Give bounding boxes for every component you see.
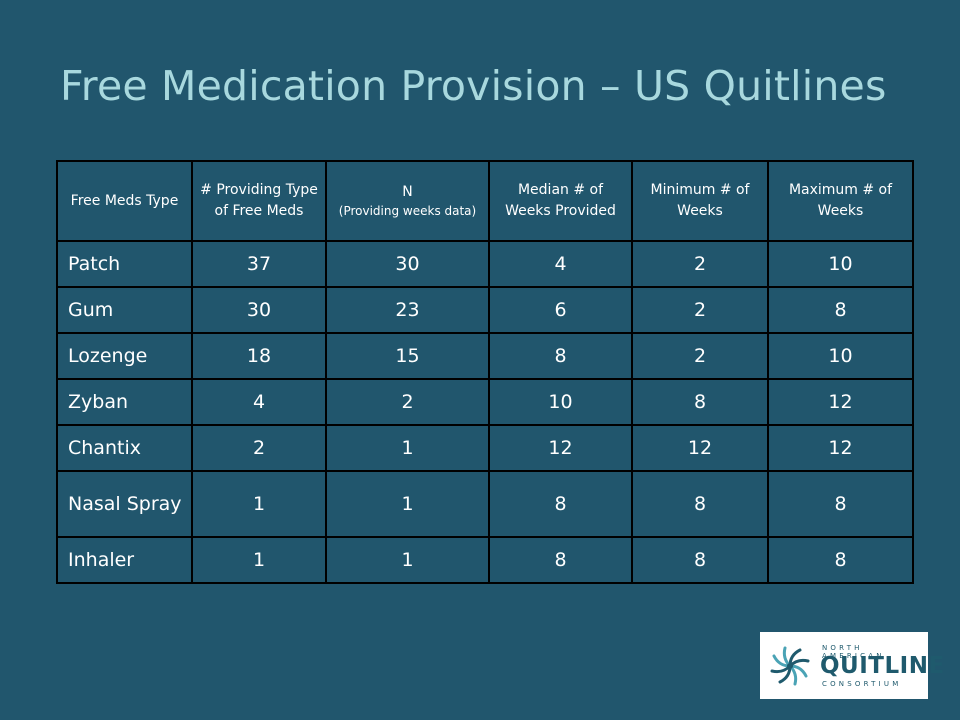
cell-minimum: 2	[631, 332, 769, 380]
logo-line-3: CONSORTIUM	[822, 680, 902, 688]
cell-type: Lozenge	[56, 332, 193, 380]
cell-type: Nasal Spray	[56, 470, 193, 538]
cell-minimum: 8	[631, 536, 769, 584]
cell-maximum: 10	[767, 240, 914, 288]
logo-line-2: QUITLINE	[820, 653, 945, 679]
cell-providing: 30	[191, 286, 327, 334]
cell-n: 2	[325, 378, 490, 426]
cell-minimum: 2	[631, 286, 769, 334]
cell-maximum: 8	[767, 286, 914, 334]
cell-providing: 18	[191, 332, 327, 380]
cell-n: 1	[325, 470, 490, 538]
table-row: Inhaler 1 1 8 8 8	[56, 536, 914, 584]
cell-providing: 1	[191, 536, 327, 584]
cell-n: 1	[325, 424, 490, 472]
cell-median: 4	[488, 240, 633, 288]
header-median-weeks: Median # of Weeks Provided	[488, 160, 633, 242]
cell-providing: 4	[191, 378, 327, 426]
cell-type: Gum	[56, 286, 193, 334]
cell-providing: 1	[191, 470, 327, 538]
cell-providing: 2	[191, 424, 327, 472]
cell-type: Chantix	[56, 424, 193, 472]
header-providing-count: # Providing Type of Free Meds	[191, 160, 327, 242]
cell-median: 8	[488, 470, 633, 538]
cell-minimum: 8	[631, 378, 769, 426]
cell-type: Inhaler	[56, 536, 193, 584]
logo-line-1: NORTH AMERICAN	[822, 644, 885, 660]
pinwheel-logo-icon	[770, 646, 810, 686]
quitline-consortium-logo: NORTH AMERICAN QUITLINE CONSORTIUM	[760, 632, 944, 699]
cell-type: Zyban	[56, 378, 193, 426]
header-minimum-weeks: Minimum # of Weeks	[631, 160, 769, 242]
cell-median: 10	[488, 378, 633, 426]
cell-maximum: 10	[767, 332, 914, 380]
header-free-meds-type: Free Meds Type	[56, 160, 193, 242]
cell-maximum: 8	[767, 470, 914, 538]
table-row: Zyban 4 2 10 8 12	[56, 378, 914, 426]
cell-maximum: 12	[767, 424, 914, 472]
cell-n: 1	[325, 536, 490, 584]
cell-minimum: 12	[631, 424, 769, 472]
cell-maximum: 12	[767, 378, 914, 426]
cell-n: 30	[325, 240, 490, 288]
cell-minimum: 2	[631, 240, 769, 288]
header-maximum-weeks: Maximum # of Weeks	[767, 160, 914, 242]
table-header-row: Free Meds Type # Providing Type of Free …	[56, 160, 914, 242]
medication-table: Free Meds Type # Providing Type of Free …	[56, 160, 914, 584]
header-n: N (Providing weeks data)	[325, 160, 490, 242]
cell-n: 15	[325, 332, 490, 380]
cell-type: Patch	[56, 240, 193, 288]
cell-n: 23	[325, 286, 490, 334]
cell-median: 6	[488, 286, 633, 334]
cell-minimum: 8	[631, 470, 769, 538]
cell-median: 8	[488, 332, 633, 380]
table-row: Gum 30 23 6 2 8	[56, 286, 914, 334]
table-row: Lozenge 18 15 8 2 10	[56, 332, 914, 380]
table-row: Nasal Spray 1 1 8 8 8	[56, 470, 914, 538]
cell-median: 8	[488, 536, 633, 584]
cell-median: 12	[488, 424, 633, 472]
cell-providing: 37	[191, 240, 327, 288]
slide-title: Free Medication Provision – US Quitlines	[60, 62, 887, 110]
table-row: Patch 37 30 4 2 10	[56, 240, 914, 288]
cell-maximum: 8	[767, 536, 914, 584]
table-row: Chantix 2 1 12 12 12	[56, 424, 914, 472]
